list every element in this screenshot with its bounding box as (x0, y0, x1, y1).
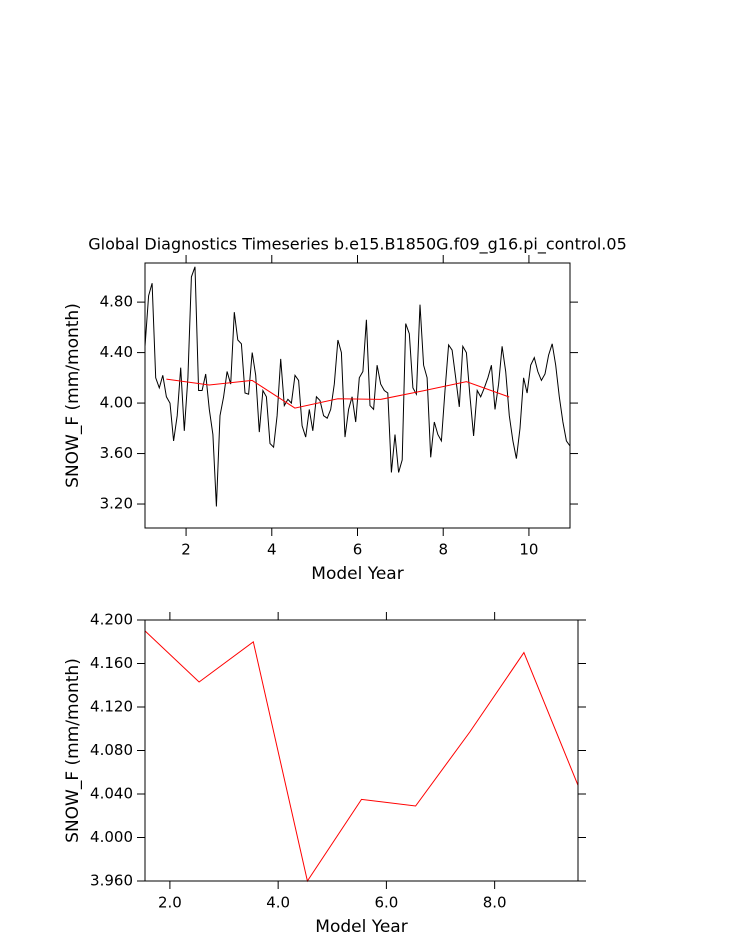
series-line (166, 378, 510, 409)
x-tick-label: 2.0 (158, 894, 182, 912)
y-tick-label: 4.000 (90, 828, 133, 846)
y-axis-label: SNOW_F (mm/month) (63, 658, 83, 843)
x-axis-label: Model Year (315, 917, 407, 937)
x-tick-label: 2 (181, 541, 191, 559)
plot-frame (144, 262, 571, 529)
x-tick-label: 6.0 (374, 894, 398, 912)
chart-title: Global Diagnostics Timeseries b.e15.B185… (88, 235, 627, 255)
x-tick-label: 4 (267, 541, 277, 559)
x-tick-label: 6 (353, 541, 363, 559)
y-tick-label: 4.00 (100, 394, 133, 412)
series-line (144, 266, 571, 507)
y-tick-label: 3.60 (100, 444, 133, 462)
series-line (144, 630, 579, 883)
y-tick-label: 3.960 (90, 872, 133, 890)
y-tick-label: 4.200 (90, 611, 133, 629)
plot-frame (144, 619, 579, 882)
y-tick-label: 4.160 (90, 654, 133, 672)
x-tick-label: 10 (519, 541, 538, 559)
x-axis-label: Model Year (311, 564, 403, 584)
x-tick-label: 8.0 (483, 894, 507, 912)
y-tick-label: 4.80 (100, 293, 133, 311)
y-tick-label: 3.20 (100, 495, 133, 513)
y-tick-label: 4.120 (90, 698, 133, 716)
y-tick-label: 4.40 (100, 343, 133, 361)
y-axis-label: SNOW_F (mm/month) (63, 303, 83, 488)
x-tick-label: 4.0 (266, 894, 290, 912)
y-tick-label: 4.080 (90, 741, 133, 759)
x-tick-label: 8 (438, 541, 448, 559)
y-tick-label: 4.040 (90, 785, 133, 803)
